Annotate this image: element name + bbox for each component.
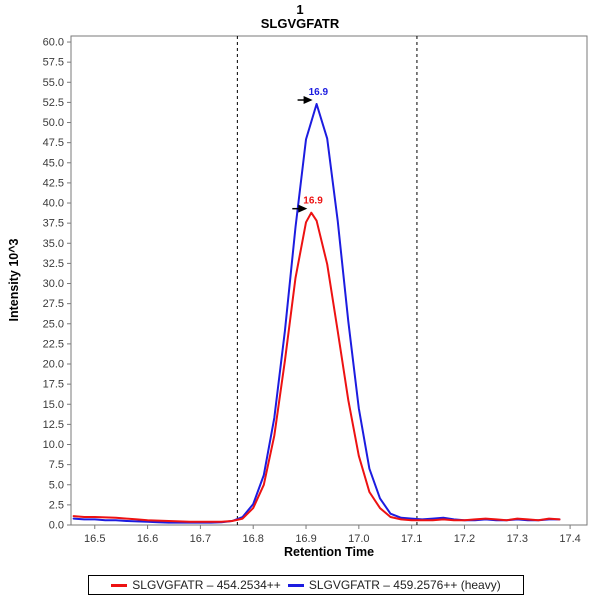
legend: SLGVGFATR – 454.2534++ SLGVGFATR – 459.2… — [88, 575, 524, 595]
y-tick-label: 17.5 — [43, 379, 64, 391]
legend-label-light: SLGVGFATR – 454.2534++ — [132, 578, 281, 592]
y-tick-label: 47.5 — [43, 137, 64, 149]
y-tick-label: 42.5 — [43, 177, 64, 189]
peak-arrow-icon — [303, 96, 313, 105]
y-tick-label: 40.0 — [43, 198, 64, 210]
y-tick-label: 37.5 — [43, 218, 64, 230]
y-tick-label: 5.0 — [49, 479, 64, 491]
y-tick-label: 30.0 — [43, 278, 64, 290]
x-tick-label: 17.2 — [454, 533, 475, 545]
x-axis-label: Retention Time — [283, 545, 375, 559]
y-tick-label: 45.0 — [43, 157, 64, 169]
x-tick-label: 16.7 — [190, 533, 211, 545]
y-tick-label: 60.0 — [43, 37, 64, 49]
x-tick-label: 16.5 — [84, 533, 105, 545]
y-tick-label: 25.0 — [43, 318, 64, 330]
y-tick-label: 50.0 — [43, 117, 64, 129]
y-tick-label: 52.5 — [43, 97, 64, 109]
x-tick-label: 17.3 — [507, 533, 528, 545]
y-axis-label: Intensity 10^3 — [7, 238, 21, 322]
x-tick-label: 17.1 — [401, 533, 422, 545]
peak-arrow-icon — [298, 204, 308, 213]
y-tick-label: 32.5 — [43, 258, 64, 270]
peak-rt-annotation: 16.9 — [309, 87, 329, 98]
blue-line-swatch — [287, 583, 304, 587]
y-tick-label: 15.0 — [43, 399, 64, 411]
chart-title-peptide: SLGVGFATR — [260, 16, 340, 31]
plot-frame — [70, 35, 588, 526]
x-tick-label: 16.8 — [242, 533, 263, 545]
chart-title-replicate: 1 — [296, 2, 304, 17]
peak-rt-annotation: 16.9 — [303, 196, 323, 207]
x-tick-label: 16.6 — [137, 533, 158, 545]
legend-label-heavy: SLGVGFATR – 459.2576++ (heavy) — [308, 578, 501, 592]
series-line-light — [72, 211, 561, 523]
x-tick-label: 16.9 — [295, 533, 316, 545]
legend-item-light: SLGVGFATR – 454.2534++ — [111, 578, 281, 592]
y-tick-label: 57.5 — [43, 57, 64, 69]
y-tick-label: 0.0 — [49, 520, 64, 532]
chart-title: 1 SLGVGFATR — [0, 3, 600, 31]
series-line-heavy — [72, 103, 561, 524]
x-tick-label: 17.0 — [348, 533, 369, 545]
y-tick-label: 20.0 — [43, 359, 64, 371]
y-tick-label: 7.5 — [49, 459, 64, 471]
y-tick-label: 55.0 — [43, 77, 64, 89]
legend-item-heavy: SLGVGFATR – 459.2576++ (heavy) — [287, 578, 501, 592]
red-line-swatch — [111, 583, 128, 587]
x-tick-label: 17.4 — [559, 533, 580, 545]
y-tick-label: 22.5 — [43, 338, 64, 350]
y-tick-label: 12.5 — [43, 419, 64, 431]
y-tick-label: 27.5 — [43, 298, 64, 310]
y-tick-label: 10.0 — [43, 439, 64, 451]
y-tick-label: 35.0 — [43, 238, 64, 250]
y-tick-label: 2.5 — [49, 499, 64, 511]
